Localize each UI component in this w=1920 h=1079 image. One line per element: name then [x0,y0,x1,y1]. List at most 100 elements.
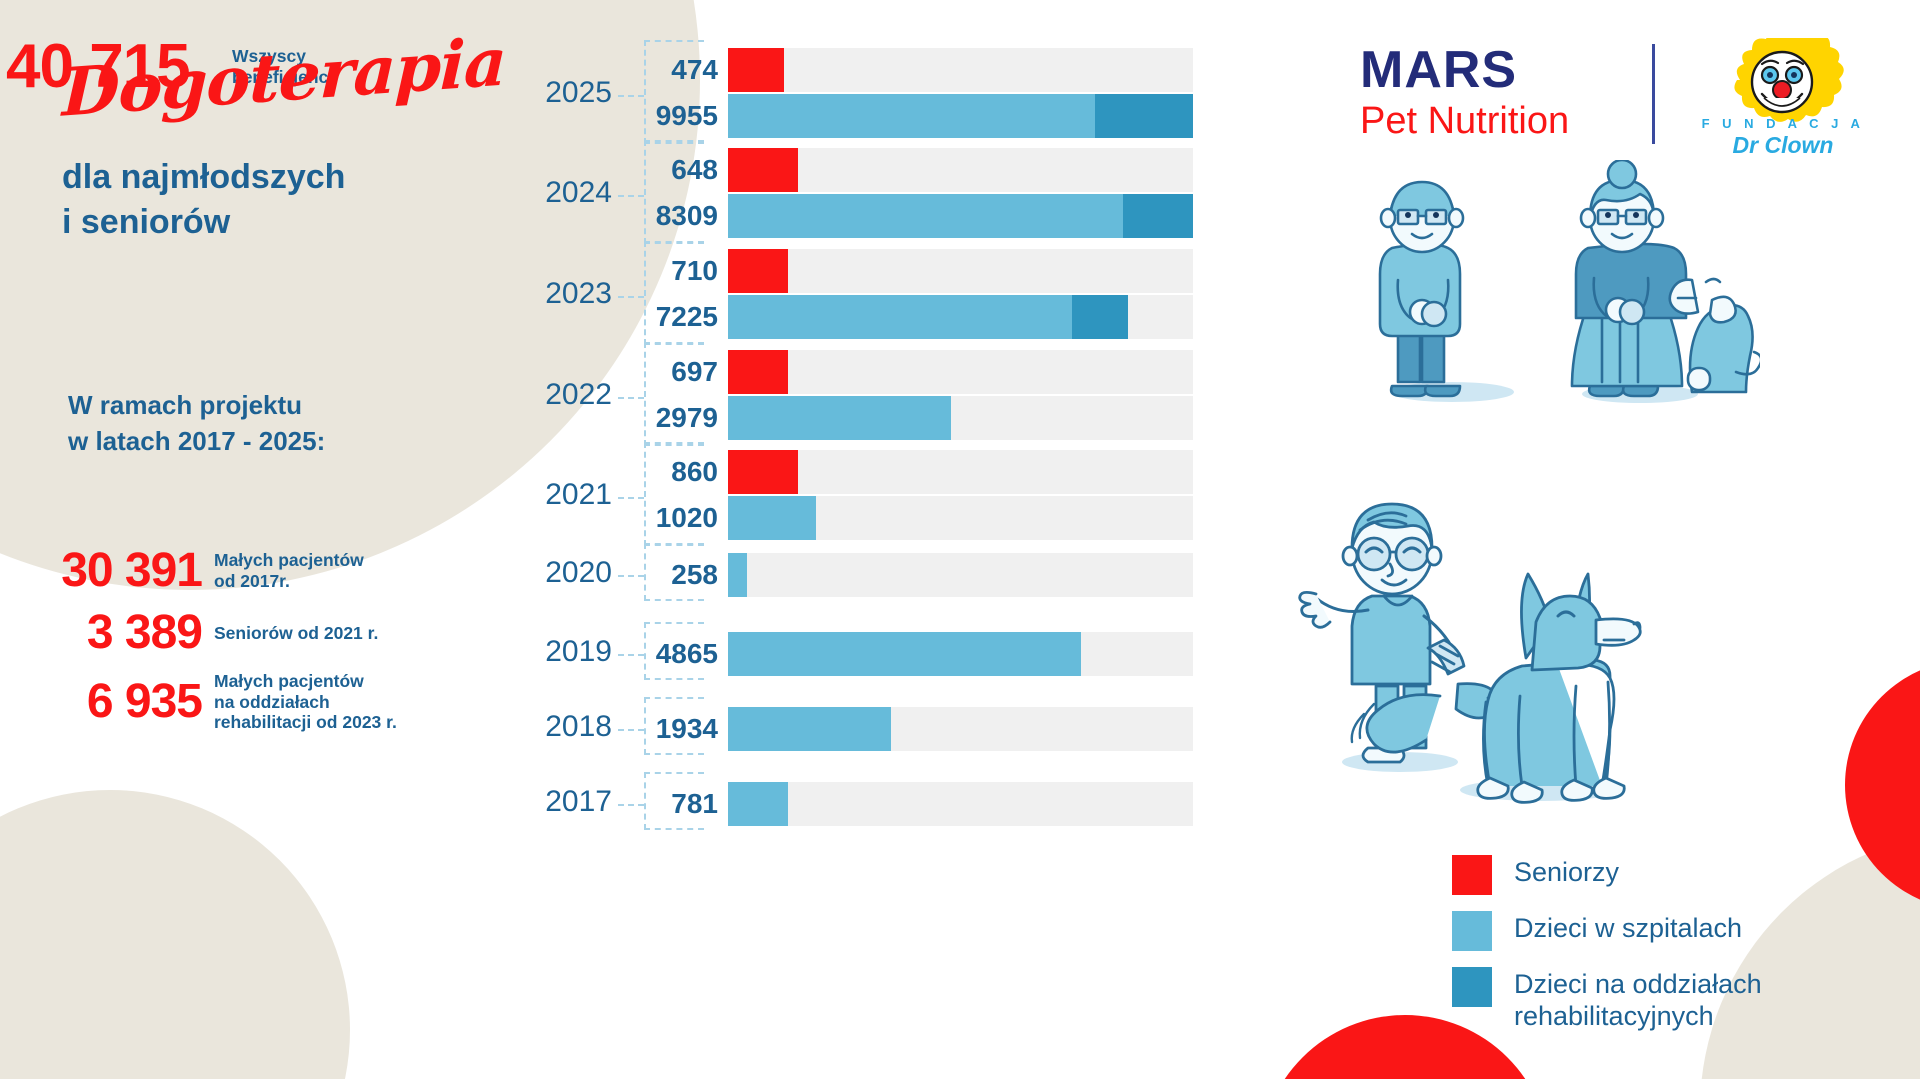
senior-value: 860 [671,456,718,487]
year-bracket [644,622,704,680]
bar-segment-light [728,194,1124,238]
bar-segment-light [728,396,952,440]
year-tick [618,95,644,97]
children-value: 4865 [655,638,718,669]
year-tick [618,804,644,806]
bar-segment-red [728,249,789,293]
chart-row: 2023 710 7225 [500,241,1340,351]
bar-track-children [728,295,1193,339]
year-label: 2019 [545,635,612,668]
legend-label: Dzieci na oddziałach rehabilitacyjnych [1514,969,1762,1031]
bar-chart: 2025 474 9955 2024 648 8309 2023 710 7225 2022 697… [500,0,1340,1079]
legend-swatch-icon [1452,855,1492,895]
bar-track-children [728,94,1193,138]
bar-segment-light [728,496,817,540]
bar-segment-light [728,707,891,751]
year-label: 2017 [545,785,612,818]
stat-row: 6 935 Małych pacjentów na oddziałach rehabi… [18,671,488,733]
children-value: 1934 [655,713,718,744]
bar-track-seniors [728,48,1193,92]
dr-clown-logo-icon [1734,38,1844,122]
bar-track-children [728,194,1193,238]
child-with-dog-illustration [1298,502,1642,804]
chart-row: 2022 697 2979 [500,342,1340,452]
total-beneficiaries-stat: 40 715 Wszyscy beneficjenci [6,36,500,98]
bar-segment-light [728,782,789,826]
senior-value: 648 [671,154,718,185]
total-number: 40 715 [6,32,191,101]
bar-track-children [728,496,1193,540]
year-label: 2023 [545,277,612,310]
seniors-with-dog-illustration [1378,160,1760,403]
project-period-text: W ramach projektu w latach 2017 - 2025: [68,390,326,456]
bar-track-seniors [728,249,1193,293]
chart-row: 2025 474 9955 [500,40,1340,150]
children-value: 9955 [655,100,718,131]
bar-segment-dark [1095,94,1193,138]
children-value: 7225 [655,301,718,332]
legend-item: Dzieci w szpitalach [1452,911,1892,951]
stat-number: 30 391 [61,544,203,597]
bar-track-children [728,707,1193,751]
children-value: 258 [671,559,718,590]
left-panel: Dogoterapia dla najmłodszych i seniorów W… [0,0,507,1079]
legend-swatch-icon [1452,911,1492,951]
bar-track-children [728,782,1193,826]
year-bracket [644,140,704,244]
chart-row: 2018 1934 [500,697,1340,761]
bar-track-children [728,553,1193,597]
stat-row: 30 391 Małych pacjentów od 2017r. [18,547,488,595]
brand-lockup: MARS Pet Nutrition F U N D A C J A Dr [1360,38,1880,158]
year-tick [618,397,644,399]
bar-track-seniors [728,148,1193,192]
dr-clown-label: Dr Clown [1732,132,1834,158]
senior-value: 697 [671,356,718,387]
stat-number: 3 389 [86,606,203,659]
chart-row: 2024 648 8309 [500,140,1340,250]
bar-segment-red [728,148,798,192]
year-bracket [644,543,704,601]
year-label: 2024 [545,176,612,209]
year-bracket [644,40,704,144]
chart-row: 2021 860 1020 [500,442,1340,552]
chart-row: 2017 781 [500,772,1340,836]
stats-list: 30 391 Małych pacjentów od 2017r. 3 389 Seni… [18,547,488,747]
year-label: 2020 [545,556,612,589]
year-tick [618,296,644,298]
children-value: 781 [671,788,718,819]
bar-segment-red [728,48,784,92]
chart-row: 2019 4865 [500,622,1340,686]
bar-segment-red [728,450,798,494]
year-bracket [644,241,704,345]
bar-segment-light [728,553,747,597]
year-label: 2025 [545,76,612,109]
legend-item: Dzieci na oddziałach rehabilitacyjnych [1452,967,1892,1033]
chart-legend: Seniorzy Dzieci w szpitalach Dzieci na odd… [1452,855,1892,1049]
chart-row: 2020 258 [500,543,1340,607]
legend-label: Seniorzy [1514,857,1620,887]
bar-track-children [728,632,1193,676]
bar-segment-light [728,94,1096,138]
senior-value: 474 [671,54,718,85]
stat-label: Małych pacjentów na oddziałach rehabilitac… [214,671,397,733]
stat-row: 3 389 Seniorów od 2021 r. [18,609,488,657]
legend-swatch-icon [1452,967,1492,1007]
year-bracket [644,442,704,546]
year-tick [618,654,644,656]
year-tick [618,497,644,499]
bar-segment-light [728,632,1082,676]
year-tick [618,575,644,577]
children-value: 1020 [655,502,718,533]
year-bracket [644,772,704,830]
year-label: 2018 [545,710,612,743]
stat-label: Małych pacjentów od 2017r. [214,550,364,591]
bar-track-seniors [728,450,1193,494]
stat-label: Seniorów od 2021 r. [214,622,379,643]
year-bracket [644,697,704,755]
bar-segment-dark [1072,295,1128,339]
year-label: 2022 [545,378,612,411]
fundacja-label: F U N D A C J A [1701,116,1865,131]
page-subtitle: dla najmłodszych i seniorów [62,158,346,242]
total-label: Wszyscy beneficjenci [232,46,334,87]
